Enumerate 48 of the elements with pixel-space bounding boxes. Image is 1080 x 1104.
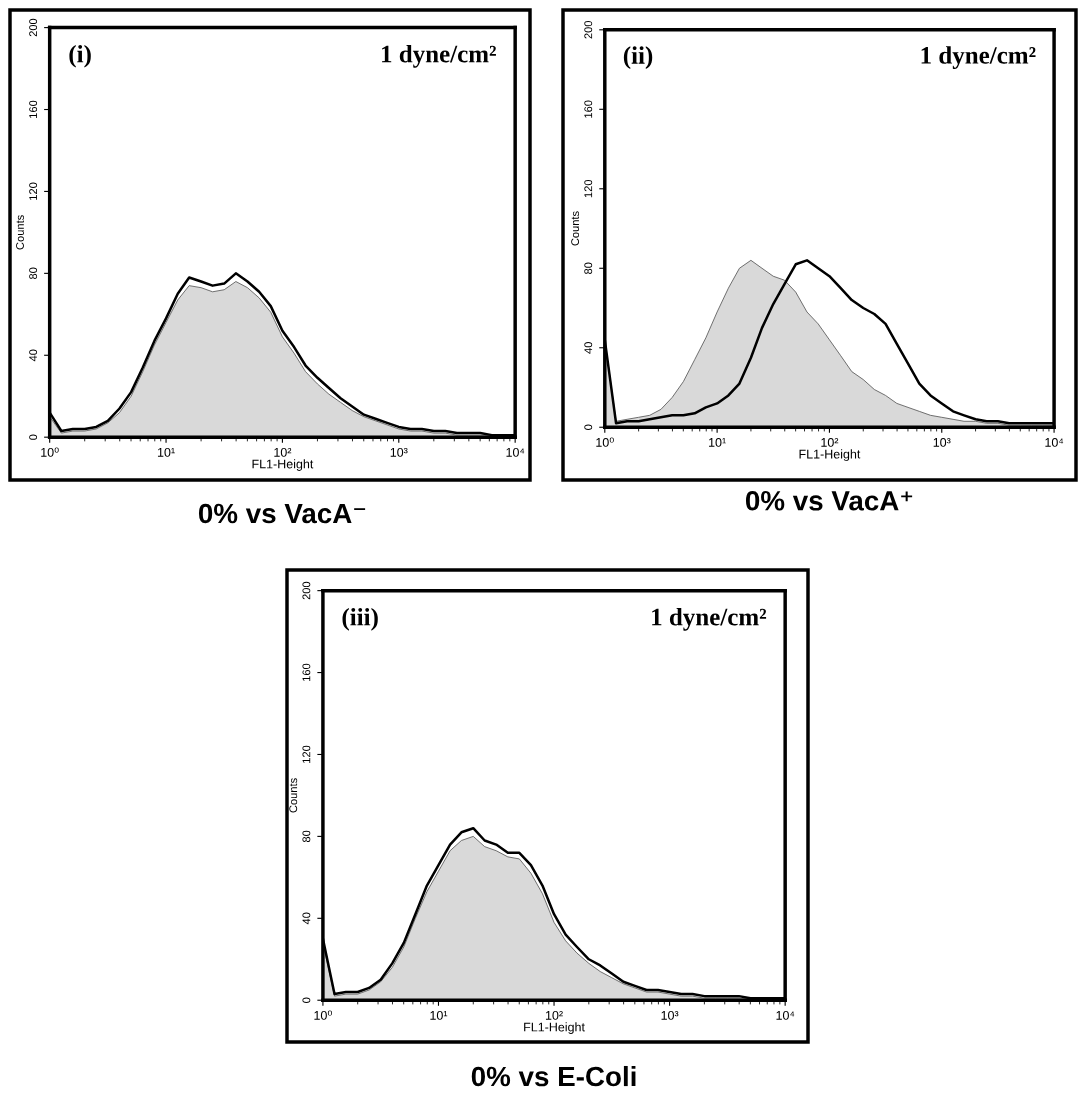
y-tick-label: 160 xyxy=(302,663,311,681)
y-tick-label: 160 xyxy=(29,100,38,118)
x-tick-label: 10³ xyxy=(390,447,408,457)
y-tick-label: 80 xyxy=(29,267,38,280)
x-tick-label: 10⁴ xyxy=(1045,437,1064,447)
x-tick-label: 10² xyxy=(274,447,292,457)
y-tick-label: 0 xyxy=(29,434,38,440)
y-tick-label: 0 xyxy=(302,997,311,1003)
x-tick-label: 10⁰ xyxy=(314,1010,332,1020)
y-tick-label: 40 xyxy=(29,349,38,362)
x-tick-label: 10¹ xyxy=(430,1010,448,1020)
x-tick-label: 10⁴ xyxy=(776,1010,795,1020)
x-axis-title: FL1-Height xyxy=(524,1022,585,1034)
y-tick-label: 200 xyxy=(29,18,38,37)
annotation: 1 dyne/cm² xyxy=(921,46,1036,69)
x-axis-title: FL1-Height xyxy=(252,459,314,471)
y-axis-title: Counts xyxy=(289,778,298,813)
x-tick-label: 10³ xyxy=(933,437,951,447)
x-tick-label: 10² xyxy=(545,1010,563,1020)
annotation: (ii) xyxy=(623,46,653,69)
y-tick-label: 200 xyxy=(302,581,311,600)
x-tick-label: 10¹ xyxy=(709,437,726,447)
y-tick-label: 40 xyxy=(302,912,311,925)
x-tick-label: 10⁰ xyxy=(596,437,614,447)
y-tick-label: 80 xyxy=(302,830,311,843)
annotation: 1 dyne/cm² xyxy=(652,607,767,631)
y-axis-title: Counts xyxy=(16,215,24,250)
x-tick-label: 10³ xyxy=(661,1010,679,1020)
y-tick-label: 0 xyxy=(584,424,593,430)
x-axis-title: FL1-Height xyxy=(799,449,861,461)
text: 0% vs VacA⁺ xyxy=(745,490,913,511)
x-tick-label: 10¹ xyxy=(157,447,175,457)
y-tick-label: 200 xyxy=(584,20,593,39)
text: 0% vs VacA⁻ xyxy=(198,503,366,524)
y-tick-label: 120 xyxy=(29,182,38,200)
y-tick-label: 120 xyxy=(584,179,593,198)
x-tick-label: 10⁰ xyxy=(41,447,59,457)
text: 0% vs E-Coli xyxy=(471,1065,636,1087)
annotation: (i) xyxy=(69,44,91,68)
y-tick-label: 120 xyxy=(302,745,311,763)
y-tick-label: 40 xyxy=(584,342,593,354)
annotation: 1 dyne/cm² xyxy=(382,44,496,68)
y-tick-label: 160 xyxy=(584,100,593,118)
x-tick-label: 10² xyxy=(821,437,839,447)
y-axis-title: Counts xyxy=(571,211,580,246)
annotation: (iii) xyxy=(342,607,378,631)
x-tick-label: 10⁴ xyxy=(506,447,525,457)
y-tick-label: 80 xyxy=(584,262,593,274)
